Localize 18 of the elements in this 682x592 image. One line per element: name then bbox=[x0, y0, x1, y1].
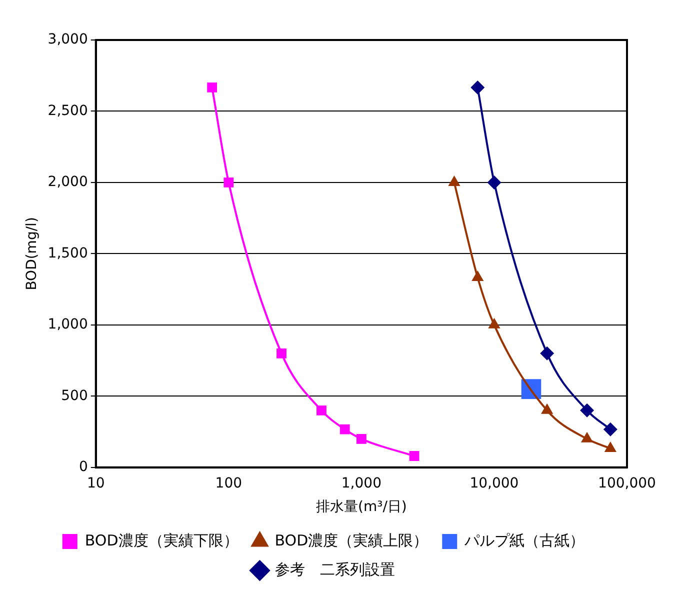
x-tick-label: 1,000 bbox=[341, 475, 382, 492]
legend-label: BOD濃度（実績上限） bbox=[274, 531, 428, 550]
x-tick-label: 100 bbox=[215, 475, 242, 492]
x-axis-title: 排水量(m³/日) bbox=[316, 499, 407, 516]
y-tick-label: 1,000 bbox=[48, 316, 88, 333]
y-tick-label: 2,000 bbox=[48, 174, 88, 190]
x-tick-label: 10 bbox=[86, 475, 105, 492]
y-tick-label: 1,500 bbox=[48, 245, 88, 262]
x-tick-label: 10,000 bbox=[470, 475, 519, 492]
legend-label: 参考 二系列設置 bbox=[274, 560, 395, 578]
y-tick-label: 0 bbox=[78, 459, 88, 476]
x-tick-label: 100,000 bbox=[598, 475, 656, 492]
y-axis-title: BOD(mg/l) bbox=[24, 217, 40, 290]
y-tick-label: 500 bbox=[61, 388, 88, 404]
y-tick-label: 2,500 bbox=[48, 102, 88, 119]
legend-label: BOD濃度（実績下限） bbox=[84, 531, 238, 550]
legend-label: パルプ紙（古紙） bbox=[464, 531, 585, 550]
y-tick-label: 3,000 bbox=[48, 32, 88, 48]
